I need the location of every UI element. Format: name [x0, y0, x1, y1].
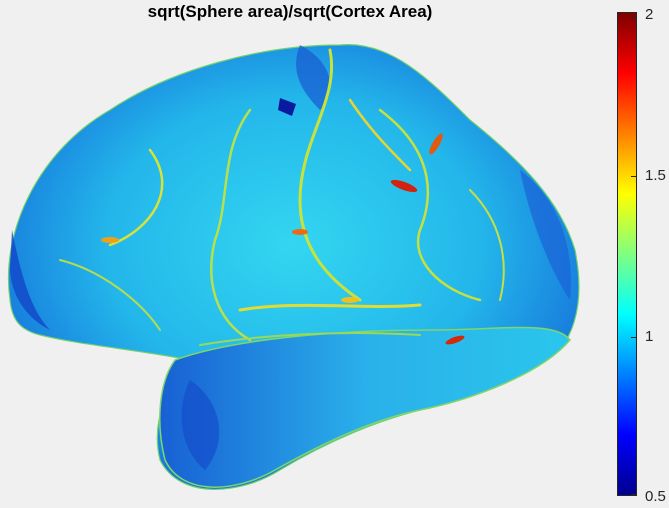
colorbar-tickmark: [631, 337, 636, 338]
colorbar-tick-0.5: 0.5: [645, 488, 666, 505]
colorbar-tick-1: 1: [645, 328, 654, 345]
colorbar-tickmark: [631, 494, 636, 495]
colorbar: [617, 12, 637, 496]
colorbar-tick-1.5: 1.5: [645, 167, 666, 184]
figure-title: sqrt(Sphere area)/sqrt(Cortex Area): [147, 2, 433, 21]
temporal-lobe: [159, 326, 571, 488]
colorbar-tickmark: [631, 176, 636, 177]
colorbar-tickmark: [631, 16, 636, 17]
colorbar-tick-2: 2: [645, 6, 654, 23]
